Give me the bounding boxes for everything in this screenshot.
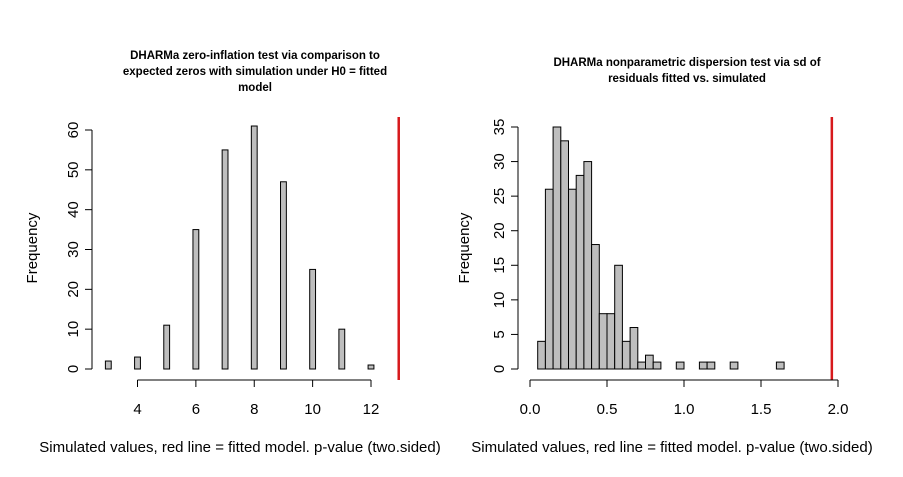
histogram-bar [163,324,171,370]
y-tick-label: 10 [65,321,82,338]
histogram-bar [560,140,569,370]
x-tick-label: 1.0 [674,401,695,418]
histogram-bar [706,361,716,370]
x-tick-label: 8 [250,401,258,418]
x-tick-label: 1.5 [751,401,772,418]
y-axis-label: Frequency [24,212,41,283]
histogram-bar [568,188,577,370]
histogram-bar [652,361,662,370]
x-tick-label: 4 [133,401,141,418]
histogram-bar [591,244,600,370]
histogram-bar [192,229,200,370]
x-axis-label: Simulated values, red line = fitted mode… [39,439,440,456]
histogram-bar [645,354,654,370]
histogram-bar [104,360,112,370]
histogram-bar [621,340,631,370]
histogram-bar [614,264,623,370]
histogram-bar [367,364,375,370]
chart-title-line: expected zeros with simulation under H0 … [123,66,387,78]
histogram-bar [338,328,346,370]
dispersion-panel: DHARMa nonparametric dispersion test via… [456,57,873,456]
y-tick-label: 40 [65,201,82,218]
y-tick-label: 30 [491,153,508,170]
chart-title-line: residuals fitted vs. simulated [608,73,766,85]
histogram-bar [698,361,708,370]
y-tick-label: 20 [491,222,508,239]
x-axis-label: Simulated values, red line = fitted mode… [471,439,872,456]
zero-inflation-panel: DHARMa zero-inflation test via compariso… [24,50,441,456]
y-tick-label: 50 [65,161,82,178]
histogram-bar [309,268,317,370]
histogram-bar [729,361,739,370]
histogram-bar [134,356,141,370]
y-tick-label: 20 [65,281,82,298]
histogram-bar [775,361,785,370]
y-tick-label: 0 [65,365,82,373]
histogram-bar [583,161,593,370]
x-tick-label: 0.5 [597,401,618,418]
y-tick-label: 15 [491,257,508,274]
y-tick-label: 10 [491,292,508,309]
y-tick-label: 0 [491,365,508,373]
histogram-bar [552,126,562,370]
histogram-bar [575,174,585,370]
y-tick-label: 5 [491,330,508,338]
histogram-bar [598,313,608,370]
histogram-bar [250,125,258,370]
histogram-bar [537,340,546,370]
x-tick-label: 0.0 [520,401,541,418]
x-tick-label: 6 [192,401,200,418]
chart-title-line: model [238,82,272,94]
y-axis-label: Frequency [456,212,473,283]
y-tick-label: 35 [491,119,508,136]
chart-title-line: DHARMa nonparametric dispersion test via… [553,57,820,69]
y-tick-label: 60 [65,122,82,139]
x-tick-label: 10 [304,401,321,418]
chart-title-line: DHARMa zero-inflation test via compariso… [130,50,380,62]
x-tick-label: 2.0 [828,401,849,418]
histogram-bar [606,313,616,370]
y-tick-label: 30 [65,241,82,258]
y-tick-label: 25 [491,188,508,205]
histogram-bar [221,149,229,370]
histogram-bar [629,327,639,370]
x-tick-label: 12 [363,401,380,418]
histogram-bar [675,361,685,370]
histogram-bar [637,361,646,370]
histogram-bar [280,181,287,370]
histogram-bar [544,188,554,370]
